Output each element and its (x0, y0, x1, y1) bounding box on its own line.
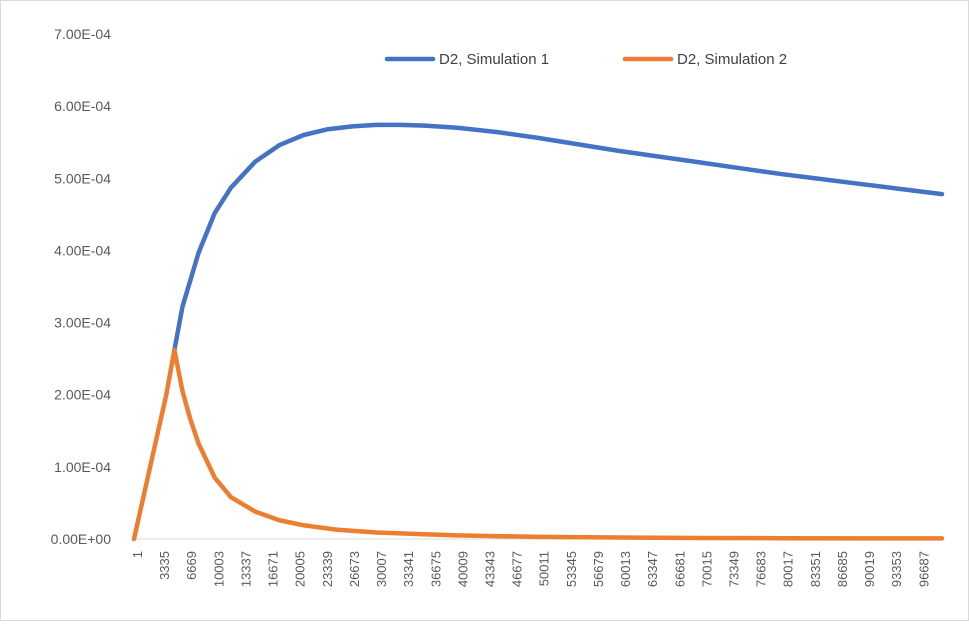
x-tick-label: 33341 (401, 551, 416, 587)
legend-label-1: D2, Simulation 1 (439, 51, 549, 68)
legend: D2, Simulation 1 D2, Simulation 2 (384, 51, 787, 68)
y-tick-label: 2.00E-04 (54, 387, 111, 403)
x-tick-label: 83351 (808, 551, 823, 587)
y-tick-label: 4.00E-04 (54, 242, 111, 258)
x-tick-label: 1 (130, 551, 145, 558)
x-tick-label: 13337 (238, 551, 253, 587)
x-tick-label: 63347 (645, 551, 660, 587)
y-axis: 0.00E+00 1.00E-04 2.00E-04 3.00E-04 4.00E-04… (51, 26, 112, 547)
x-tick-label: 43343 (482, 551, 497, 587)
x-tick-label: 86685 (835, 551, 850, 587)
x-tick-label: 26673 (347, 551, 362, 587)
x-tick-label: 20005 (293, 551, 308, 587)
x-tick-label: 46677 (510, 551, 525, 587)
x-tick-label: 90019 (862, 551, 877, 587)
x-tick-label: 93353 (889, 551, 904, 587)
x-tick-label: 96687 (916, 551, 931, 587)
series-line-1 (172, 122, 945, 353)
x-tick-label: 16671 (266, 551, 281, 587)
legend-label-2: D2, Simulation 2 (677, 51, 787, 68)
x-tick-label: 73349 (727, 551, 742, 587)
x-tick-label: 6669 (184, 551, 199, 580)
series-line-2 (131, 347, 945, 542)
x-tick-label: 66681 (672, 551, 687, 587)
x-tick-label: 36675 (428, 551, 443, 587)
x-tick-label: 23339 (320, 551, 335, 587)
x-tick-label: 53345 (564, 551, 579, 587)
y-tick-label: 6.00E-04 (54, 98, 111, 114)
x-tick-label: 70015 (699, 551, 714, 587)
x-tick-label: 80017 (781, 551, 796, 587)
x-axis: 1 3335 6669 10003 13337 16671 20005 23339 26673 3… (130, 538, 942, 587)
x-tick-label: 40009 (455, 551, 470, 587)
y-tick-label: 1.00E-04 (54, 459, 111, 475)
plot-series (131, 122, 945, 542)
x-tick-label: 56679 (591, 551, 606, 587)
x-tick-label: 30007 (374, 551, 389, 587)
x-tick-label: 10003 (211, 551, 226, 587)
y-tick-label: 3.00E-04 (54, 315, 111, 331)
x-tick-label: 50011 (537, 551, 552, 586)
y-tick-label: 5.00E-04 (54, 170, 111, 186)
x-tick-label: 76683 (754, 551, 769, 587)
x-tick-label: 3335 (157, 551, 172, 580)
y-tick-label: 0.00E+00 (51, 531, 112, 547)
y-tick-label: 7.00E-04 (54, 26, 111, 42)
x-tick-label: 60013 (618, 551, 633, 587)
